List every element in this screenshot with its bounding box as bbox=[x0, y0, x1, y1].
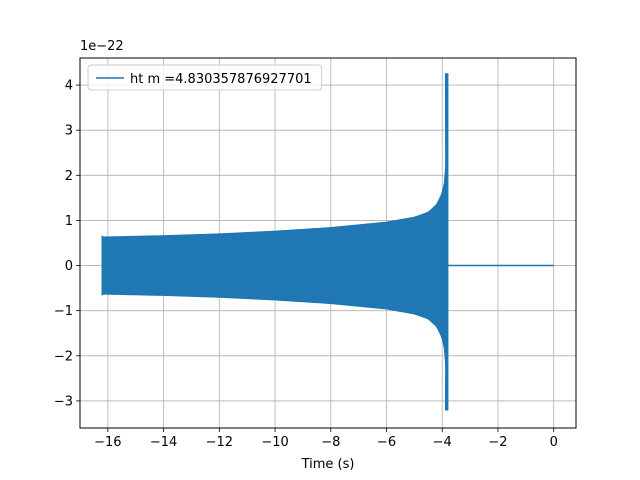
x-tick-label: −12 bbox=[206, 435, 233, 450]
x-tick-label: −10 bbox=[261, 435, 288, 450]
y-tick-label: 1 bbox=[65, 214, 73, 229]
x-tick-label: −14 bbox=[150, 435, 177, 450]
x-tick-label: −4 bbox=[433, 435, 452, 450]
x-axis-label: Time (s) bbox=[301, 457, 355, 472]
grid bbox=[80, 58, 576, 428]
x-tick-label: −2 bbox=[488, 435, 507, 450]
y-tick-label: 4 bbox=[65, 79, 73, 94]
y-tick-label: −3 bbox=[54, 394, 73, 409]
legend-label: ht m =4.830357876927701 bbox=[130, 72, 312, 87]
y-tick-label: −2 bbox=[54, 349, 73, 364]
y-tick-label: 2 bbox=[65, 169, 73, 184]
x-tick-label: −8 bbox=[321, 435, 340, 450]
legend: ht m =4.830357876927701 bbox=[87, 64, 323, 91]
x-tick-label: −16 bbox=[94, 435, 121, 450]
legend-box bbox=[87, 64, 323, 91]
y-tick-label: −1 bbox=[54, 304, 73, 319]
y-tick-label: 3 bbox=[65, 124, 73, 139]
plot-data bbox=[101, 73, 554, 411]
x-tick-label: 0 bbox=[550, 435, 558, 450]
y-tick-label: 0 bbox=[65, 259, 73, 274]
x-tick-label: −6 bbox=[377, 435, 396, 450]
merger-peak bbox=[444, 73, 449, 411]
offset-text: 1e−22 bbox=[80, 39, 124, 54]
axes-frame bbox=[79, 57, 577, 429]
